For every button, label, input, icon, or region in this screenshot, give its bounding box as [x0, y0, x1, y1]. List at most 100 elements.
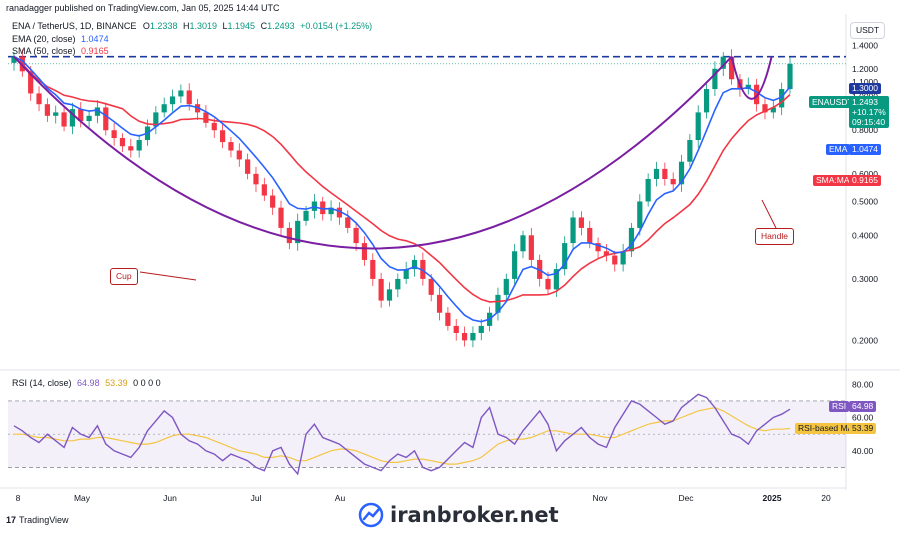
- sma-legend[interactable]: SMA (50, close) 0.9165: [12, 46, 109, 56]
- candle-body: [461, 332, 468, 341]
- tradingview-logo[interactable]: 17 TradingView: [6, 515, 69, 525]
- candle-body: [320, 201, 326, 215]
- high-value: 1.3019: [189, 21, 217, 31]
- candle-body: [562, 243, 568, 270]
- ema-line: [13, 55, 791, 323]
- candle-body: [11, 56, 17, 63]
- handle-label: Handle: [755, 228, 794, 245]
- candle-body: [270, 195, 276, 208]
- candle-body: [520, 235, 526, 252]
- sma-tag-badge: SMA:MA: [813, 175, 853, 186]
- currency-button[interactable]: USDT: [850, 22, 886, 39]
- candle-body: [228, 142, 234, 151]
- candle-body: [386, 289, 393, 301]
- close-label: C: [260, 21, 268, 31]
- candle-body: [612, 255, 618, 265]
- candle-body: [278, 207, 284, 228]
- sma-legend-value: 0.9165: [81, 46, 109, 56]
- candle-body: [620, 251, 626, 265]
- candle-body: [69, 109, 76, 127]
- candle-body: [603, 251, 610, 256]
- candle-body: [211, 122, 217, 131]
- candles: [11, 49, 793, 348]
- close-value: 1.2493: [267, 21, 295, 31]
- x-tick-label: Jun: [163, 493, 177, 503]
- rsi-value-badge: 64.98: [849, 401, 877, 412]
- candle-body: [86, 115, 92, 122]
- candle-body: [44, 104, 50, 116]
- x-tick-label: Au: [335, 493, 346, 503]
- candle-body: [528, 235, 534, 260]
- y-tick-label: 0.3000: [852, 274, 878, 284]
- watermark: iranbroker.net: [358, 500, 559, 530]
- candle-body: [595, 243, 601, 252]
- level-price-badge: 1.3000: [849, 83, 881, 94]
- candle-body: [653, 168, 660, 179]
- candle-body: [345, 217, 351, 228]
- x-tick-label: Jul: [251, 493, 262, 503]
- rsi-y-tick-label: 40.00: [852, 446, 874, 456]
- last-price-value: 1.2493: [852, 97, 878, 107]
- high-label: H: [182, 21, 190, 31]
- candle-body: [762, 104, 768, 113]
- candle-body: [428, 278, 434, 295]
- x-tick-label: May: [74, 493, 91, 503]
- candle-body: [128, 146, 134, 151]
- x-tick-label: Dec: [678, 493, 694, 503]
- ema-tag-badge: EMA: [826, 144, 851, 155]
- candle-body: [728, 56, 735, 80]
- low-value: 1.1945: [227, 21, 256, 31]
- handle-curve: [730, 56, 773, 100]
- candle-body: [203, 112, 209, 123]
- candle-body: [662, 168, 668, 179]
- candle-body: [286, 227, 292, 244]
- rsi-ma-tag-badge: RSI-based MA: [795, 423, 857, 434]
- candle-body: [436, 294, 443, 313]
- candle-body: [295, 220, 301, 244]
- candle-body: [169, 96, 176, 105]
- sma-line: [13, 56, 791, 303]
- symbol-ohlc-line: ENA / TetherUS, 1D, BINANCE O1.2338 H1.3…: [12, 21, 372, 31]
- rsi-ma-value-badge: 53.39: [849, 423, 877, 434]
- ema-value-badge: 1.0474: [849, 144, 881, 155]
- candle-body: [353, 227, 359, 244]
- rsi-legend-value: 64.98: [77, 378, 100, 388]
- x-tick-label: 20: [821, 493, 831, 503]
- candle-body: [545, 278, 551, 290]
- candle-body: [78, 109, 84, 122]
- handle-arrow: [761, 199, 777, 229]
- candle-body: [261, 184, 267, 196]
- candle-body: [720, 56, 726, 69]
- low-label: L: [222, 21, 228, 31]
- rsi-legend[interactable]: RSI (14, close) 64.98 53.39 0 0 0 0: [12, 378, 161, 388]
- rsi-legend-zeros: 0 0 0 0: [133, 378, 161, 388]
- broker-logo-icon: [358, 502, 384, 528]
- last-price-badge: 1.2493 +10.17% 09:15:40: [849, 96, 889, 128]
- candle-body: [779, 89, 785, 108]
- candle-body: [453, 325, 459, 333]
- candle-body: [136, 140, 142, 151]
- y-tick-label: 1.2000: [852, 64, 878, 74]
- candle-body: [628, 227, 635, 252]
- sma-value-badge: 0.9165: [849, 175, 881, 186]
- candle-body: [411, 259, 418, 270]
- candle-body: [403, 269, 409, 279]
- ema-legend-value: 1.0474: [81, 34, 109, 44]
- y-tick-label: 1.4000: [852, 40, 878, 50]
- watermark-text: iranbroker.net: [390, 503, 559, 527]
- candle-body: [53, 112, 59, 116]
- candle-body: [361, 243, 368, 260]
- candle-body: [119, 138, 126, 147]
- symbol-price-badge: ENAUSDT: [809, 96, 856, 108]
- candle-body: [754, 84, 760, 105]
- ema-legend[interactable]: EMA (20, close) 1.0474: [12, 34, 109, 44]
- candle-body: [178, 90, 184, 97]
- candle-body: [186, 90, 192, 105]
- candle-body: [94, 107, 101, 116]
- candle-body: [712, 68, 718, 90]
- candle-body: [61, 112, 67, 127]
- candle-body: [370, 259, 376, 279]
- candle-body: [503, 278, 509, 295]
- rsi-line: [13, 393, 791, 476]
